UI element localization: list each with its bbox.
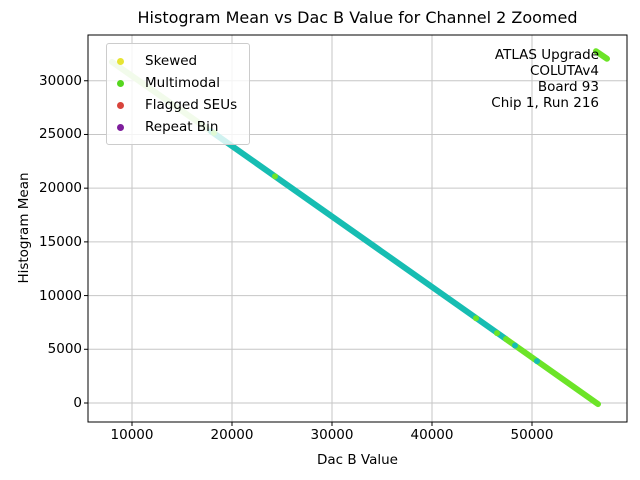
legend-label: Skewed xyxy=(145,53,198,69)
x-axis-label: Dac B Value xyxy=(316,452,398,468)
y-tick-label: 0 xyxy=(73,394,82,411)
y-tick-label: 20000 xyxy=(39,180,82,197)
scatter-segment-normal-mid-teal xyxy=(208,128,509,343)
scatter-point xyxy=(473,315,479,322)
legend-item-skewed: Skewed xyxy=(112,50,237,72)
legend-label: Repeat Bin xyxy=(145,119,219,135)
y-tick-label: 10000 xyxy=(39,287,82,304)
legend-marker-icon xyxy=(117,123,124,131)
annotation: ATLAS Upgrade COLUTAv4 Board 93 Chip 1, … xyxy=(491,47,599,111)
x-tick-label: 50000 xyxy=(510,427,554,443)
legend-label: Multimodal xyxy=(145,75,221,91)
legend-rows: Skewed Multimodal Flagged SEUs Repeat Bin xyxy=(112,50,237,138)
scatter-point xyxy=(534,358,540,365)
y-tick-label: 30000 xyxy=(39,72,82,89)
axes-spines xyxy=(87,34,628,423)
legend-marker-icon xyxy=(117,57,124,65)
scatter-segment-multimodal-tail-green xyxy=(503,336,601,408)
x-tick-label: 10000 xyxy=(110,427,154,443)
legend-item-multimodal: Multimodal xyxy=(112,72,237,94)
legend-marker-icon xyxy=(117,79,124,87)
legend: Skewed Multimodal Flagged SEUs Repeat Bin xyxy=(106,43,251,145)
scatter-point xyxy=(494,330,500,337)
scatter-point xyxy=(512,342,518,349)
legend-item-flagged-seus: Flagged SEUs xyxy=(112,94,237,116)
y-tick-label: 25000 xyxy=(39,126,82,143)
chart-title: Histogram Mean vs Dac B Value for Channe… xyxy=(137,8,578,27)
y-tick-label: 15000 xyxy=(39,233,82,250)
x-tick-label: 20000 xyxy=(210,427,254,443)
legend-marker-icon xyxy=(117,101,124,109)
annotation-line-3: Board 93 xyxy=(537,79,599,95)
annotation-line-1: ATLAS Upgrade xyxy=(494,47,599,63)
annotation-line-2: COLUTAv4 xyxy=(529,63,599,79)
x-tick-label: 40000 xyxy=(410,427,454,443)
y-axis-label: Histogram Mean xyxy=(16,172,32,284)
annotation-line-4: Chip 1, Run 216 xyxy=(491,95,599,111)
x-tick-label: 30000 xyxy=(310,427,354,443)
scatter-point xyxy=(272,173,278,180)
legend-label: Flagged SEUs xyxy=(145,97,238,113)
y-tick-label: 5000 xyxy=(47,341,82,358)
legend-item-repeat-bin: Repeat Bin xyxy=(112,116,237,138)
scatter-segment-multimodal-cluster-topright xyxy=(593,48,610,62)
